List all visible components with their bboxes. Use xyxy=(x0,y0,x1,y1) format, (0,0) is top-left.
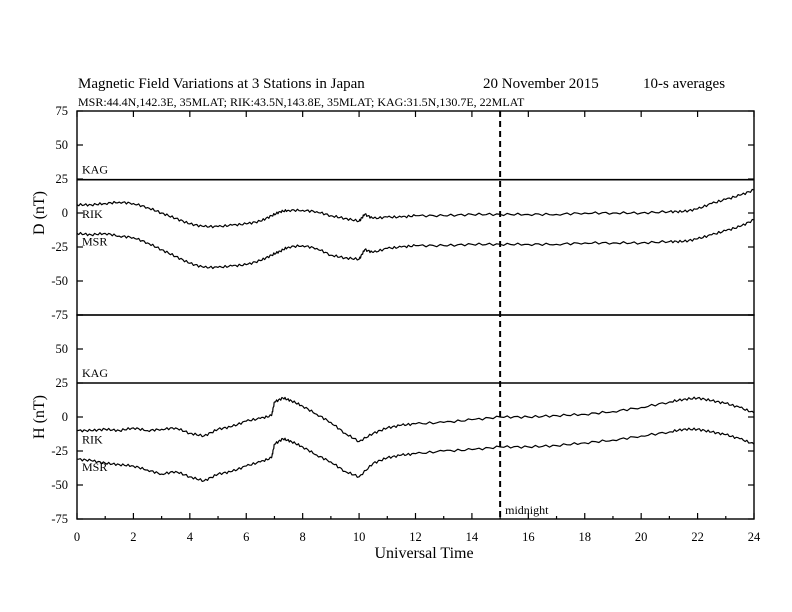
y-tick-label: -25 xyxy=(51,240,68,254)
y-tick-label: 0 xyxy=(62,410,68,424)
x-tick-label: 16 xyxy=(522,530,535,544)
x-tick-label: 12 xyxy=(409,530,422,544)
y-tick-label: 25 xyxy=(56,376,69,390)
h-axis-label: H (nT) xyxy=(31,395,48,439)
x-tick-label: 20 xyxy=(635,530,648,544)
h-panel-frame xyxy=(76,314,755,520)
x-tick-label: 8 xyxy=(300,530,306,544)
trace-h-msr xyxy=(76,427,755,482)
chart-subtitle: MSR:44.4N,142.3E, 35MLAT; RIK:43.5N,143.… xyxy=(78,95,525,109)
chart-date: 20 November 2015 xyxy=(483,76,599,92)
y-tick-label: 50 xyxy=(56,138,69,152)
x-tick-label: 18 xyxy=(579,530,592,544)
trace-layer xyxy=(76,178,755,482)
y-tick-label: -50 xyxy=(51,478,68,492)
trace-d-msr xyxy=(76,218,755,270)
chart-averaging: 10-s averages xyxy=(643,76,725,92)
x-tick-label: 2 xyxy=(130,530,136,544)
y-tick-label: 75 xyxy=(56,104,69,118)
y-tick-label: -25 xyxy=(51,444,68,458)
x-tick-label: 10 xyxy=(353,530,366,544)
station-label-msr: MSR xyxy=(82,460,107,474)
y-tick-label: 25 xyxy=(56,172,69,186)
tick-layer: 0 2 4 6 8 10 12 14 16 18 20 22 247550250-25-50-75502… xyxy=(51,104,761,544)
d-axis-label: D (nT) xyxy=(31,191,48,235)
d-panel-frame xyxy=(76,110,755,316)
y-tick-label: -75 xyxy=(51,308,68,322)
x-axis-label: Universal Time xyxy=(374,545,473,562)
station-label-kag: KAG xyxy=(82,163,108,177)
station-label-msr: MSR xyxy=(82,234,107,248)
x-tick-label: 0 xyxy=(74,530,80,544)
y-tick-label: -50 xyxy=(51,274,68,288)
x-tick-label: 22 xyxy=(691,530,704,544)
station-label-layer: KAG RIK MSR KAG RIK MSR xyxy=(82,163,108,474)
y-tick-label: 50 xyxy=(56,342,69,356)
station-label-rik: RIK xyxy=(82,207,103,221)
y-tick-label: -75 xyxy=(51,512,68,526)
chart-title: Magnetic Field Variations at 3 Stations … xyxy=(78,76,365,92)
midnight-label: midnight xyxy=(505,503,549,517)
x-tick-label: 6 xyxy=(243,530,249,544)
x-tick-label: 4 xyxy=(187,530,194,544)
x-tick-label: 14 xyxy=(466,530,479,544)
y-tick-label: 0 xyxy=(62,206,68,220)
station-label-rik: RIK xyxy=(82,433,103,447)
trace-h-rik xyxy=(76,396,755,443)
station-label-kag: KAG xyxy=(82,366,108,380)
x-tick-label: 24 xyxy=(748,530,761,544)
trace-d-rik xyxy=(76,188,755,229)
